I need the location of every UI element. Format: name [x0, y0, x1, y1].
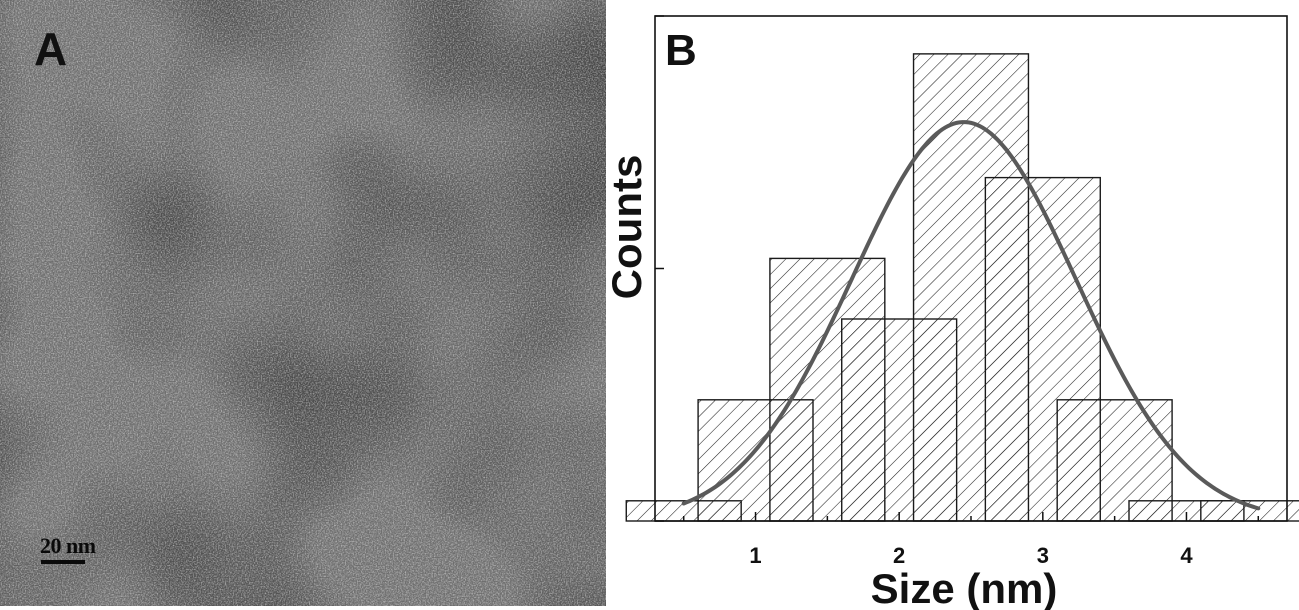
panel-a-label: A: [34, 23, 68, 75]
x-ticks-group: [682, 512, 1260, 521]
x-tick-label: 1: [749, 543, 761, 568]
scale-bar-label: 20 nm: [40, 533, 96, 558]
y-ticks-group: [655, 15, 664, 522]
y-axis-label: Counts: [606, 155, 650, 300]
x-tick-label: 3: [1037, 543, 1049, 568]
x-tick-label: 4: [1180, 543, 1193, 568]
tem-micrograph-panel: A 20 nm: [0, 0, 606, 606]
panel-b-label: B: [665, 26, 697, 75]
scale-bar: [41, 560, 85, 564]
gaussian-fit-curve: [681, 120, 1261, 511]
x-axis-label: Size (nm): [871, 565, 1058, 610]
x-tick-label: 2: [893, 543, 905, 568]
size-histogram-chart: 1 2 3 4 Size (nm) Counts B: [606, 15, 1299, 610]
tem-micrograph-image: [0, 0, 606, 606]
size-histogram-panel: 1 2 3 4 Size (nm) Counts B: [606, 0, 1299, 610]
bars-group: [625, 53, 1299, 522]
